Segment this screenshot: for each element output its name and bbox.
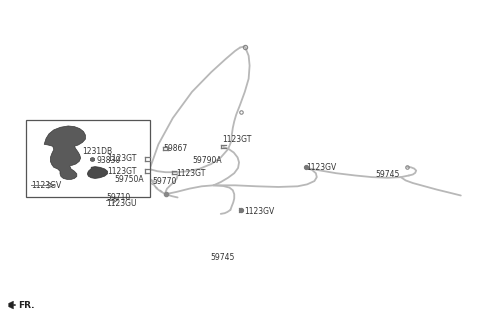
Text: 1231DB: 1231DB xyxy=(83,147,113,156)
Text: 59745: 59745 xyxy=(210,253,234,262)
Text: 1123GT: 1123GT xyxy=(222,135,251,144)
Text: 1123GT: 1123GT xyxy=(177,169,206,178)
Text: 59745: 59745 xyxy=(375,170,399,179)
Text: 59710: 59710 xyxy=(107,193,131,202)
Polygon shape xyxy=(44,126,85,179)
Polygon shape xyxy=(87,167,108,178)
Text: 59750A: 59750A xyxy=(114,175,144,184)
Text: 59770: 59770 xyxy=(153,176,177,186)
Text: 1123GT: 1123GT xyxy=(108,154,137,163)
Text: 1123GV: 1123GV xyxy=(31,181,61,190)
Text: 59867: 59867 xyxy=(163,144,188,153)
Text: 1123GV: 1123GV xyxy=(244,207,274,216)
Text: 1123GT: 1123GT xyxy=(108,167,137,176)
Text: 59790A: 59790A xyxy=(192,156,222,165)
Text: 1123GV: 1123GV xyxy=(306,163,336,173)
Text: 1123GU: 1123GU xyxy=(107,199,137,208)
Text: 93830: 93830 xyxy=(97,156,121,165)
Bar xyxy=(26,120,150,197)
Polygon shape xyxy=(9,301,15,309)
Text: FR.: FR. xyxy=(18,300,35,310)
